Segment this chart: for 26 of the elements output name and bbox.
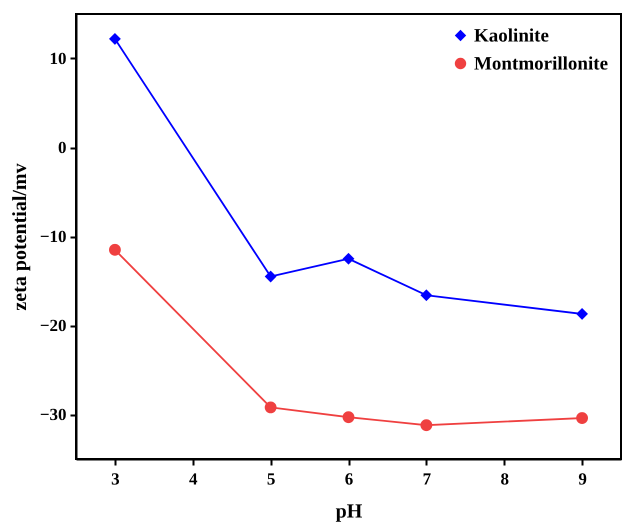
x-tick-label: 8: [500, 470, 509, 488]
x-tick-label: 7: [422, 470, 432, 488]
x-axis-title: pH: [336, 500, 363, 522]
point: [342, 411, 354, 424]
y-axis-title: zeta potential/mv: [8, 163, 31, 311]
point: [109, 244, 121, 256]
legend-label: Montmorillonite: [474, 54, 608, 74]
point: [420, 419, 432, 432]
point: [264, 401, 277, 414]
y-tick-label: 0: [58, 138, 66, 157]
y-tick-label: −20: [40, 316, 66, 335]
x-tick-label: 3: [111, 470, 120, 488]
point: [576, 308, 588, 320]
x-tick-label: 5: [266, 470, 276, 488]
x-tick-label: 6: [344, 470, 354, 488]
x-tick-label: 9: [578, 470, 587, 488]
legend-label: Kaolinite: [474, 26, 549, 46]
point: [342, 252, 354, 265]
y-tick-label: −10: [40, 227, 66, 246]
y-tick-label: 10: [50, 49, 66, 68]
point: [109, 33, 121, 45]
point: [420, 289, 432, 302]
x-tick-label: 4: [189, 470, 198, 488]
point: [264, 270, 277, 282]
y-tick-label: −30: [40, 405, 66, 424]
point: [576, 412, 588, 424]
